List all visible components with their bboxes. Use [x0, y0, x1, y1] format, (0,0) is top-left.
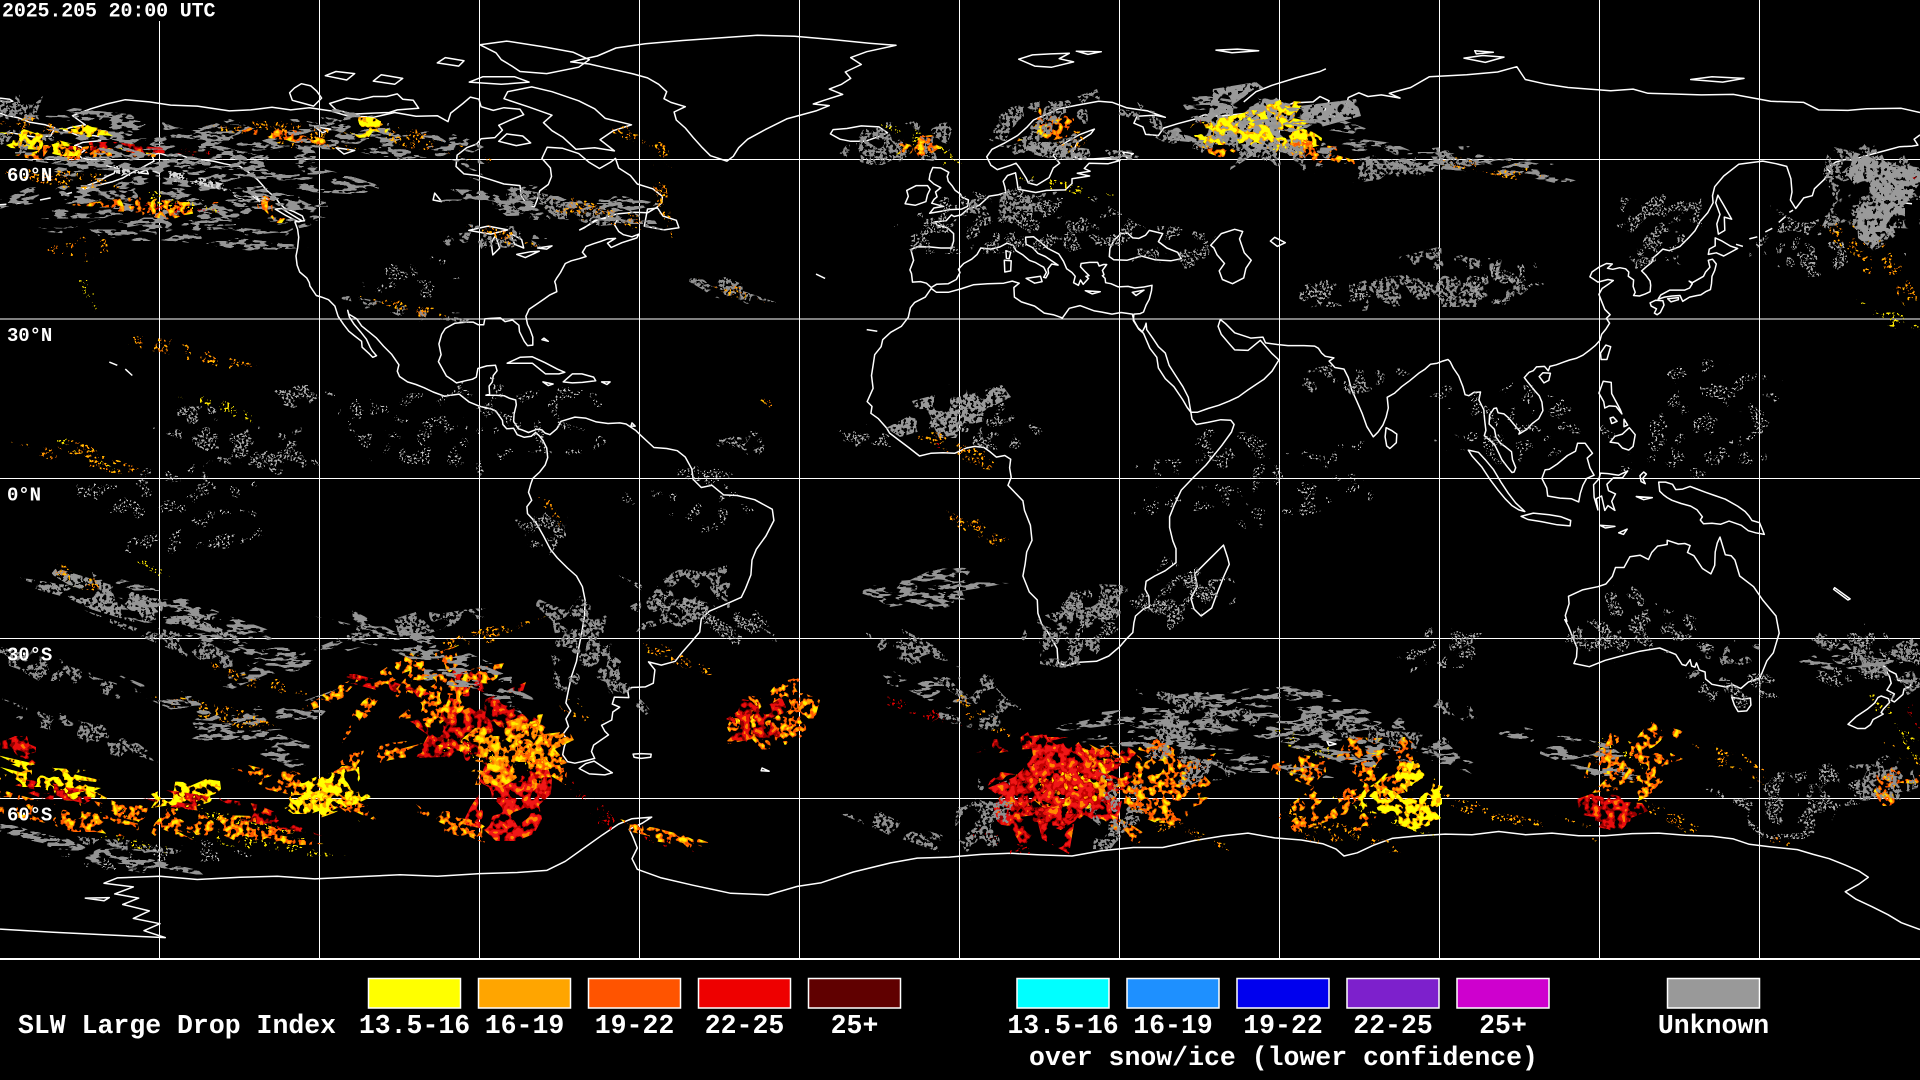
svg-text:16-19: 16-19	[485, 1011, 565, 1041]
svg-text:22-25: 22-25	[705, 1011, 785, 1041]
svg-text:25+: 25+	[1479, 1011, 1527, 1041]
svg-text:30°N: 30°N	[7, 325, 52, 347]
svg-text:over snow/ice (lower confidenc: over snow/ice (lower confidence)	[1029, 1043, 1538, 1073]
svg-text:19-22: 19-22	[595, 1011, 675, 1041]
svg-text:13.5-16: 13.5-16	[1007, 1011, 1118, 1041]
svg-text:30°S: 30°S	[7, 645, 52, 667]
svg-text:SLW Large Drop Index: SLW Large Drop Index	[18, 1011, 336, 1041]
svg-text:13.5-16: 13.5-16	[359, 1011, 470, 1041]
svg-text:25+: 25+	[831, 1011, 879, 1041]
svg-text:19-22: 19-22	[1243, 1011, 1323, 1041]
svg-text:0°N: 0°N	[7, 485, 41, 507]
svg-text:16-19: 16-19	[1133, 1011, 1213, 1041]
svg-text:Unknown: Unknown	[1658, 1011, 1769, 1041]
svg-text:2025.205 20:00 UTC: 2025.205 20:00 UTC	[2, 1, 215, 24]
svg-text:22-25: 22-25	[1353, 1011, 1433, 1041]
svg-text:60°S: 60°S	[7, 805, 52, 827]
svg-text:60°N: 60°N	[7, 165, 52, 187]
